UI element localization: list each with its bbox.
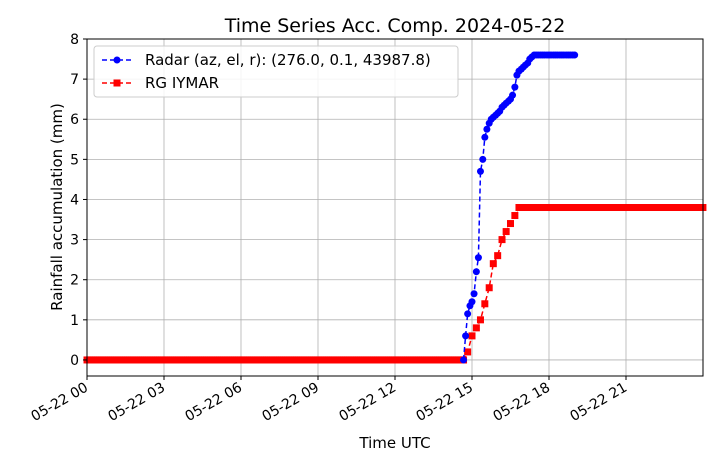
rg-point <box>489 260 497 268</box>
y-tick-label: 8 <box>70 32 79 48</box>
rg-point <box>515 204 523 211</box>
radar-point <box>479 155 487 163</box>
radar-point <box>474 254 482 262</box>
rg-point <box>481 300 489 308</box>
rg-point <box>485 284 493 292</box>
radar-point <box>476 167 484 175</box>
radar-point <box>483 125 491 133</box>
radar-point <box>468 298 476 306</box>
radar-point <box>481 133 489 141</box>
y-tick-label: 4 <box>70 192 79 208</box>
x-tick-label: 05-22 06 <box>182 380 245 425</box>
y-tick-label: 7 <box>70 72 79 88</box>
radar-point <box>460 356 468 364</box>
y-tick-label: 6 <box>70 112 79 128</box>
rg-point <box>507 220 514 228</box>
y-tick-label: 1 <box>70 313 79 329</box>
x-tick-label: 05-22 21 <box>567 380 630 425</box>
rg-point <box>468 332 476 340</box>
y-tick-label: 3 <box>70 233 79 249</box>
series-layer <box>83 51 707 364</box>
x-axis-label: Time UTC <box>358 434 430 452</box>
radar-point <box>472 268 480 276</box>
x-tick-label: 05-22 12 <box>336 380 399 425</box>
x-tick-label: 05-22 18 <box>490 380 553 425</box>
legend-box <box>93 45 459 98</box>
rg-point <box>498 236 506 244</box>
legend: Radar (az, el, r): (276.0, 0.1, 43987.8)… <box>93 45 459 98</box>
y-tick-label: 5 <box>70 152 79 168</box>
x-tick-label: 05-22 03 <box>105 380 168 425</box>
rg-point <box>494 252 502 260</box>
x-tick-layer: 05-22 00 05-22 03 05-22 06 05-22 09 05-22 12… <box>28 376 630 425</box>
radar-point <box>571 51 579 59</box>
rg-point <box>502 228 510 236</box>
y-tick-label: 0 <box>70 353 79 369</box>
legend-label-rg: RG IYMAR <box>145 74 219 92</box>
rg-point <box>464 348 472 356</box>
y-tick-label: 2 <box>70 273 79 289</box>
radar-point <box>462 332 470 340</box>
rg-point <box>472 324 480 332</box>
x-tick-label: 05-22 00 <box>28 380 91 425</box>
radar-point <box>511 83 519 91</box>
legend-marker-rg <box>113 79 121 87</box>
radar-point <box>464 310 472 318</box>
x-tick-label: 05-22 15 <box>413 380 476 425</box>
x-tick-label: 05-22 09 <box>259 380 322 425</box>
chart-title: Time Series Acc. Comp. 2024-05-22 <box>224 15 566 37</box>
legend-label-radar: Radar (az, el, r): (276.0, 0.1, 43987.8) <box>145 51 431 69</box>
y-axis-label: Rainfall accumulation (mm) <box>48 103 66 311</box>
rg-point <box>511 212 519 220</box>
legend-marker-radar <box>113 56 121 64</box>
radar-point <box>470 290 478 298</box>
rg-point <box>476 316 484 324</box>
radar-point <box>509 91 517 99</box>
y-tick-layer: 0 1 2 3 4 5 6 7 8 <box>70 32 87 369</box>
